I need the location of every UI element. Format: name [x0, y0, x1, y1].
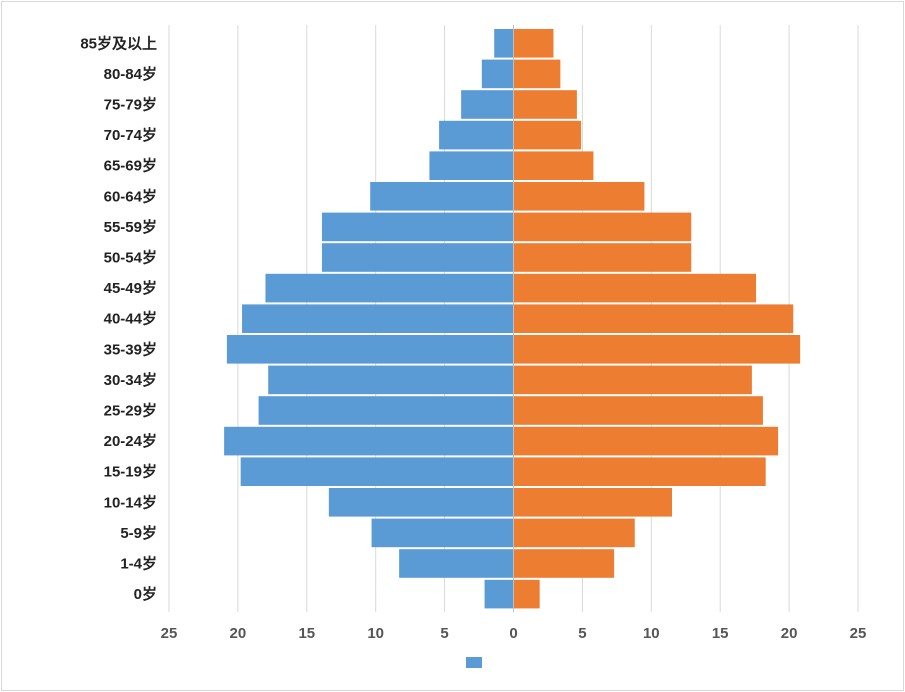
bar-left — [481, 59, 514, 89]
category-label: 45-49岁 — [104, 279, 157, 297]
x-tick-label: 25 — [850, 625, 867, 642]
category-label: 70-74岁 — [104, 126, 157, 144]
bar-right — [513, 304, 794, 333]
bar-right — [513, 90, 577, 119]
category-label: 80-84岁 — [104, 65, 157, 83]
bar-left — [321, 243, 514, 272]
category-label: 65-69岁 — [104, 157, 157, 175]
x-tick-label: 5 — [440, 625, 448, 642]
x-tick-label: 15 — [298, 625, 315, 642]
category-label: 35-39岁 — [104, 340, 157, 358]
bar-right — [513, 365, 752, 395]
bar-left — [370, 182, 514, 211]
category-label: 20-24岁 — [104, 432, 157, 450]
bar-right — [513, 151, 594, 180]
bar-right — [513, 426, 779, 456]
bar-left — [328, 488, 514, 517]
x-tick-label: 5 — [578, 625, 586, 642]
bar-left — [258, 396, 514, 425]
bar-right — [513, 29, 554, 58]
category-label: 25-29岁 — [104, 402, 157, 420]
bar-left — [226, 335, 514, 364]
x-tick-label: 10 — [643, 625, 660, 642]
bar-left — [484, 579, 514, 609]
bar-right — [513, 518, 635, 548]
category-label: 40-44岁 — [104, 310, 157, 328]
x-tick-label: 10 — [367, 625, 384, 642]
bar-left — [240, 457, 514, 486]
category-label: 85岁及以上 — [80, 34, 157, 52]
bar-right — [513, 457, 766, 486]
bar-right — [513, 120, 582, 150]
bar-right — [513, 579, 540, 609]
x-tick-label: 25 — [161, 625, 178, 642]
bar-right — [513, 488, 672, 517]
category-label: 5-9岁 — [120, 524, 157, 542]
bar-left — [429, 151, 514, 180]
bar-left — [265, 273, 514, 303]
bar-left — [439, 120, 514, 150]
bar-right — [513, 243, 692, 272]
bar-right — [513, 212, 692, 242]
category-label: 55-59岁 — [104, 218, 157, 236]
bar-left — [268, 365, 514, 395]
category-label: 10-14岁 — [104, 493, 157, 511]
bar-left — [399, 549, 514, 578]
x-tick-label: 20 — [230, 625, 247, 642]
bar-left — [371, 518, 514, 548]
category-label: 75-79岁 — [104, 96, 157, 114]
bar-left — [242, 304, 514, 333]
bar-right — [513, 59, 561, 89]
bar-right — [513, 335, 801, 364]
legend-swatch — [466, 657, 482, 668]
x-tick-label: 20 — [781, 625, 798, 642]
bar-left — [321, 212, 514, 242]
x-tick-label: 0 — [509, 625, 517, 642]
bar-right — [513, 549, 615, 578]
category-label: 15-19岁 — [104, 463, 157, 481]
bar-right — [513, 396, 763, 425]
x-tick-label: 15 — [712, 625, 729, 642]
bars — [224, 25, 801, 612]
category-label: 30-34岁 — [104, 371, 157, 389]
bar-left — [224, 426, 514, 456]
bar-right — [513, 273, 757, 303]
category-label: 1-4岁 — [120, 555, 157, 573]
bar-left — [494, 29, 514, 58]
category-labels: 0岁 1-4岁 5-9岁 10-14岁 15-19岁 20-24岁 25-29岁 30-34岁… — [80, 34, 157, 603]
category-label: 0岁 — [134, 585, 157, 603]
category-label: 60-64岁 — [104, 187, 157, 205]
x-tick-labels: 25 20 15 10 5 0 5 10 15 20 25 — [161, 625, 867, 642]
bar-right — [513, 182, 645, 211]
bar-left — [461, 90, 514, 119]
category-label: 50-54岁 — [104, 249, 157, 267]
